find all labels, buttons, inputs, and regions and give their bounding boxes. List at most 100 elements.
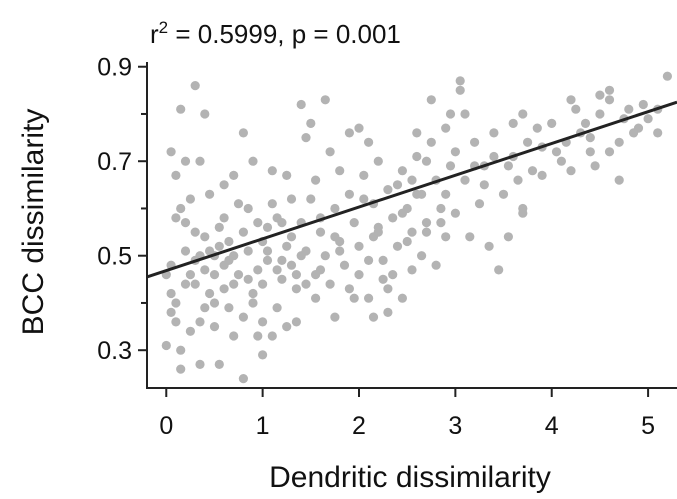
data-point xyxy=(479,180,489,190)
data-point xyxy=(320,251,330,261)
data-point xyxy=(248,288,258,299)
data-point xyxy=(176,104,186,114)
data-point xyxy=(527,166,538,176)
data-point xyxy=(503,161,513,171)
x-tick-label: 4 xyxy=(545,412,559,440)
data-point xyxy=(392,241,403,251)
data-point xyxy=(368,312,379,322)
data-point xyxy=(368,232,379,242)
data-point xyxy=(354,241,364,251)
data-point xyxy=(662,71,673,81)
data-point xyxy=(253,331,263,341)
data-point xyxy=(320,95,330,105)
data-point xyxy=(161,340,171,351)
data-point xyxy=(455,85,465,95)
x-tick-label: 0 xyxy=(159,412,173,440)
data-point xyxy=(460,175,470,185)
y-tick-label: 0.7 xyxy=(97,148,132,176)
data-point xyxy=(407,175,417,185)
data-point xyxy=(282,170,292,180)
data-point xyxy=(373,156,383,166)
data-point xyxy=(224,236,234,247)
data-point xyxy=(604,147,615,157)
data-point xyxy=(311,175,321,185)
data-point xyxy=(392,180,403,190)
x-axis: 0 1 2 3 4 5 xyxy=(159,388,655,440)
data-point xyxy=(180,218,191,228)
data-point xyxy=(282,322,292,332)
data-point xyxy=(248,298,258,308)
data-point xyxy=(344,189,354,199)
regression-line xyxy=(146,100,677,279)
data-point xyxy=(238,312,248,322)
data-point xyxy=(426,137,436,147)
y-tick-label: 0.9 xyxy=(97,54,132,82)
data-point xyxy=(330,312,340,322)
data-point xyxy=(195,317,205,327)
data-point xyxy=(498,189,509,199)
data-point xyxy=(291,317,301,327)
data-point xyxy=(229,331,239,341)
data-point xyxy=(629,128,639,138)
y-axis-title: BCC dissimilarity xyxy=(17,109,50,336)
data-point xyxy=(566,166,576,176)
data-point xyxy=(407,227,417,237)
data-point xyxy=(180,156,191,166)
data-point xyxy=(566,95,576,105)
data-point xyxy=(286,194,297,204)
data-point xyxy=(383,185,393,195)
data-point xyxy=(243,203,253,214)
data-point xyxy=(282,241,292,251)
data-point xyxy=(441,123,451,133)
data-point xyxy=(205,189,215,199)
data-point xyxy=(171,317,181,327)
data-point xyxy=(383,284,393,294)
data-point xyxy=(364,137,374,147)
data-point xyxy=(359,170,369,180)
data-point xyxy=(604,85,615,95)
data-point xyxy=(176,345,186,355)
annotation-r: r xyxy=(150,19,159,49)
data-point xyxy=(238,374,248,384)
data-point xyxy=(580,118,591,128)
data-point xyxy=(267,331,277,341)
axis-frame xyxy=(146,62,677,389)
data-point xyxy=(397,208,407,218)
annotation-r-exponent: 2 xyxy=(159,18,168,37)
data-point xyxy=(214,222,224,232)
data-point xyxy=(450,208,460,218)
data-point xyxy=(436,218,446,228)
data-point xyxy=(465,232,475,242)
data-point xyxy=(335,166,345,176)
data-point xyxy=(604,95,615,105)
data-point xyxy=(402,236,412,247)
data-point xyxy=(349,293,359,303)
data-point xyxy=(306,194,316,204)
data-point xyxy=(200,109,210,119)
data-point xyxy=(262,255,273,265)
data-point xyxy=(364,255,374,265)
data-point xyxy=(171,170,181,180)
data-point xyxy=(200,303,210,313)
data-point xyxy=(185,326,195,336)
data-point xyxy=(286,232,297,242)
data-point xyxy=(233,270,244,280)
data-point xyxy=(171,298,181,308)
data-point xyxy=(585,133,595,143)
data-point xyxy=(388,270,398,280)
data-point xyxy=(378,255,388,265)
data-point xyxy=(397,166,407,176)
data-point xyxy=(551,147,562,157)
data-point xyxy=(166,307,176,317)
data-point xyxy=(180,246,191,256)
data-point xyxy=(349,218,359,228)
data-point xyxy=(653,128,663,138)
data-point xyxy=(421,156,432,166)
data-point xyxy=(209,270,220,280)
data-point xyxy=(624,104,634,114)
data-point xyxy=(171,213,181,223)
data-point xyxy=(431,260,441,270)
data-point xyxy=(354,270,364,280)
data-point xyxy=(301,133,311,143)
